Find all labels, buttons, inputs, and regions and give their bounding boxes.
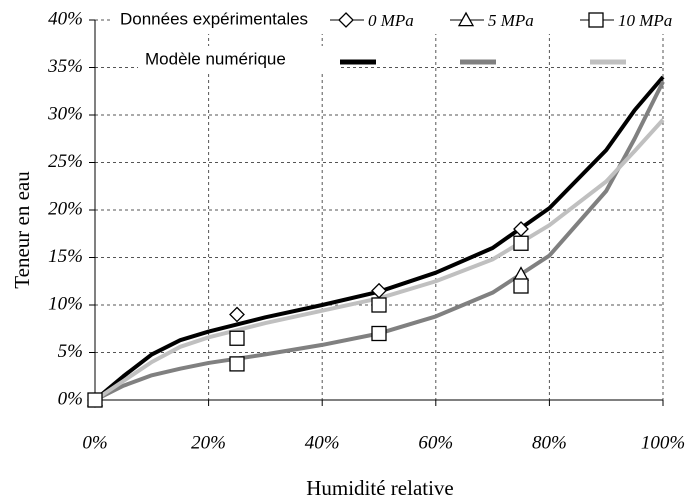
x-tick-label: 60% — [418, 432, 453, 453]
marker — [87, 392, 103, 408]
model-line — [93, 75, 665, 402]
legend-bg — [138, 46, 338, 74]
x-tick-label: 0% — [82, 432, 107, 453]
y-tick-label: 10% — [48, 293, 83, 314]
y-tick-label: 15% — [48, 246, 83, 267]
y-tick-label: 30% — [47, 103, 83, 124]
model-line — [93, 118, 665, 402]
legend-label: 10 MPa — [618, 11, 672, 30]
marker — [371, 297, 387, 313]
marker — [588, 12, 604, 28]
x-tick-label: 100% — [641, 432, 685, 453]
marker — [371, 325, 387, 342]
marker — [229, 356, 245, 372]
x-tick-label: 20% — [191, 432, 226, 453]
marker — [229, 330, 245, 346]
y-tick-label: 0% — [58, 388, 83, 409]
x-tick-label: 40% — [305, 432, 340, 453]
y-axis-title: Teneur en eau — [10, 171, 34, 289]
model-line — [94, 80, 665, 402]
y-tick-label: 40% — [48, 8, 83, 29]
y-tick-label: 25% — [48, 151, 83, 172]
legend-title: Modèle numérique — [145, 49, 286, 68]
x-axis-title: Humidité relative — [306, 476, 454, 500]
y-tick-label: 35% — [47, 56, 83, 77]
y-tick-label: 20% — [48, 198, 83, 219]
x-tick-label: 80% — [532, 432, 567, 453]
marker — [229, 306, 245, 323]
legend-label: 5 MPa — [488, 11, 534, 30]
y-tick-label: 5% — [58, 341, 83, 362]
legend-label: 0 MPa — [368, 11, 414, 30]
marker — [513, 235, 529, 251]
marker — [338, 12, 354, 28]
legend-title: Données expérimentales — [120, 9, 308, 28]
marker — [513, 278, 529, 294]
marker — [457, 11, 475, 27]
